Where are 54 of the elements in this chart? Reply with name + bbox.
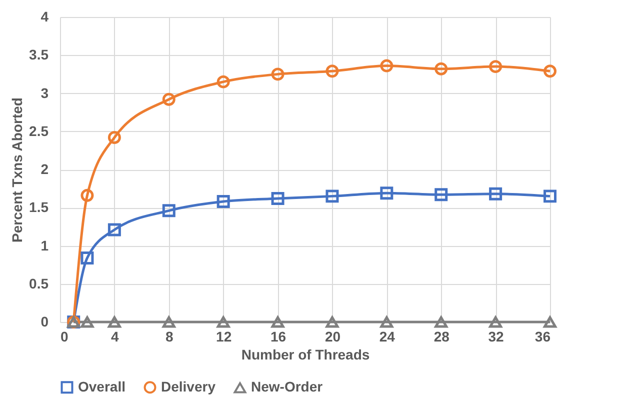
point	[80, 251, 94, 264]
y-tick-label: 3.5	[29, 46, 49, 63]
x-tick-label: 0	[60, 328, 68, 344]
y-tick-label: 1.5	[29, 199, 49, 216]
y-tick-label: 4	[40, 8, 49, 24]
y-tick-label: 3	[40, 84, 49, 101]
point	[216, 75, 230, 88]
x-tick-label: 16	[270, 328, 286, 344]
x-tick-label: 8	[165, 328, 174, 344]
point	[80, 316, 94, 328]
point	[380, 186, 394, 200]
point	[271, 316, 284, 328]
x-tick-label: 12	[216, 328, 232, 344]
y-tick-label: 2.5	[29, 122, 49, 139]
point	[162, 316, 176, 328]
x-tick-label: 20	[324, 328, 341, 344]
y-axis-title: Percent Txns Aborted	[9, 98, 26, 242]
point	[489, 60, 502, 74]
point	[108, 223, 121, 236]
point	[162, 92, 176, 106]
point	[271, 192, 284, 205]
legend-label: Overall	[78, 378, 126, 394]
legend-label: New-Order	[251, 378, 324, 395]
x-tick-label: 32	[488, 328, 504, 344]
y-tick-label: 0.5	[29, 275, 49, 292]
point	[544, 64, 556, 78]
point	[216, 195, 230, 208]
point	[544, 190, 556, 203]
point	[489, 316, 502, 328]
point	[108, 316, 121, 328]
point	[434, 188, 448, 202]
point	[434, 316, 448, 328]
point	[380, 316, 394, 328]
x-tick-label: 28	[434, 328, 450, 344]
point	[544, 316, 556, 328]
y-tick-label: 0	[40, 314, 49, 330]
point	[326, 190, 339, 203]
point	[216, 316, 230, 328]
x-axis-title: Number of Threads	[241, 346, 370, 362]
point	[380, 59, 394, 72]
x-tick-label: 36	[534, 328, 551, 344]
point	[326, 64, 339, 78]
point	[326, 316, 339, 328]
point	[80, 188, 94, 202]
point	[162, 204, 176, 218]
point	[271, 68, 284, 81]
point	[489, 187, 502, 200]
y-tick-label: 1	[40, 237, 49, 254]
legend-label: Delivery	[161, 378, 216, 394]
y-tick-label: 2	[40, 161, 49, 177]
x-tick-label: 24	[379, 328, 396, 344]
point	[108, 130, 121, 144]
x-tick-label: 4	[111, 328, 120, 344]
point	[434, 62, 448, 76]
